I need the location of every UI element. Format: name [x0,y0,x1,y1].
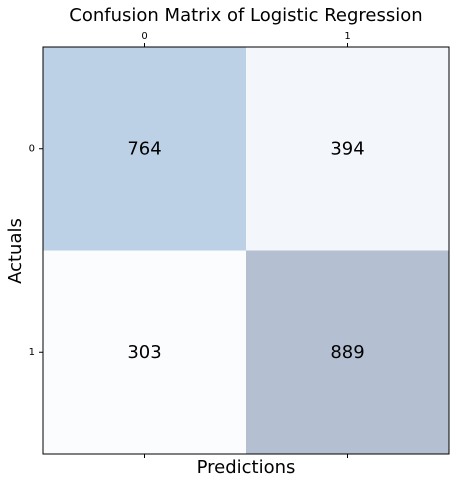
x-axis-label: Predictions [197,457,296,478]
cell-value-1-0: 303 [127,342,161,363]
y-axis-label: Actuals [5,218,26,284]
y-tick-label-1: 1 [29,347,35,358]
cell-value-0-1: 394 [330,138,364,159]
heatmap-value-labels: 764 394 303 889 [127,138,364,363]
y-axis-ticks: 01 [29,143,43,358]
heatmap-cell-0-1 [246,47,449,251]
plot-frame [42,46,450,455]
heatmap-cells [43,47,449,454]
y-tick-label-0: 0 [29,143,35,154]
x-tick-label-0: 0 [141,31,147,42]
heatmap-cell-0-0 [43,47,246,251]
heatmap-cell-1-1 [246,250,449,454]
cell-value-1-1: 889 [330,342,364,363]
cell-value-0-0: 764 [127,138,161,159]
heatmap-cell-1-0 [43,250,246,454]
chart-title: Confusion Matrix of Logistic Regression [69,5,422,26]
x-tick-label-1: 1 [344,31,350,42]
